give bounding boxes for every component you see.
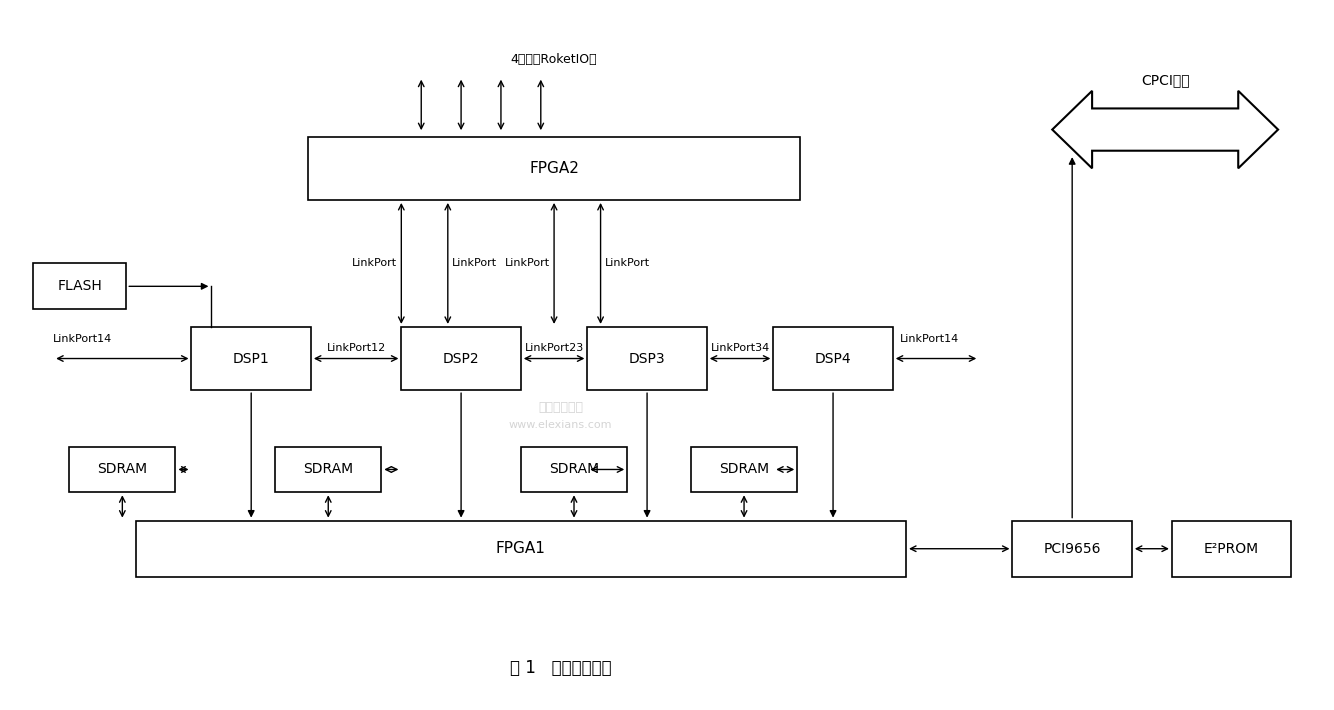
FancyBboxPatch shape xyxy=(587,327,707,391)
FancyBboxPatch shape xyxy=(1171,520,1291,577)
Text: DSP3: DSP3 xyxy=(628,351,666,366)
Text: LinkPort: LinkPort xyxy=(352,258,398,268)
Text: FPGA2: FPGA2 xyxy=(530,161,579,176)
Text: SDRAM: SDRAM xyxy=(303,462,354,476)
Text: DSP1: DSP1 xyxy=(233,351,269,366)
FancyBboxPatch shape xyxy=(33,263,127,310)
FancyBboxPatch shape xyxy=(402,327,520,391)
Text: DSP2: DSP2 xyxy=(443,351,479,366)
FancyBboxPatch shape xyxy=(691,447,798,492)
FancyBboxPatch shape xyxy=(1013,520,1133,577)
Text: LinkPort23: LinkPort23 xyxy=(524,343,584,353)
Text: LinkPort: LinkPort xyxy=(452,258,498,268)
Text: LinkPort34: LinkPort34 xyxy=(711,343,770,353)
Text: PCI9656: PCI9656 xyxy=(1043,542,1101,556)
FancyBboxPatch shape xyxy=(520,447,627,492)
Text: FLASH: FLASH xyxy=(57,279,103,293)
FancyBboxPatch shape xyxy=(69,447,176,492)
Text: LinkPort12: LinkPort12 xyxy=(327,343,386,353)
Text: www.elexians.com: www.elexians.com xyxy=(510,420,612,430)
Text: LinkPort14: LinkPort14 xyxy=(53,334,112,344)
Text: SDRAM: SDRAM xyxy=(719,462,770,476)
Text: LinkPort: LinkPort xyxy=(506,258,550,268)
Text: SDRAM: SDRAM xyxy=(550,462,599,476)
Text: FPGA1: FPGA1 xyxy=(496,541,546,556)
FancyBboxPatch shape xyxy=(136,520,906,577)
FancyBboxPatch shape xyxy=(191,327,311,391)
Text: 图 1   系统整体结构: 图 1 系统整体结构 xyxy=(510,660,611,677)
Text: DSP4: DSP4 xyxy=(815,351,851,366)
Text: LinkPort: LinkPort xyxy=(604,258,650,268)
FancyBboxPatch shape xyxy=(774,327,892,391)
Text: 4路双工RoketIO口: 4路双工RoketIO口 xyxy=(511,53,598,66)
Polygon shape xyxy=(1053,91,1278,168)
Text: 电子发烧友网: 电子发烧友网 xyxy=(538,401,583,415)
Text: LinkPort14: LinkPort14 xyxy=(899,334,959,344)
FancyBboxPatch shape xyxy=(308,136,800,200)
Text: E²PROM: E²PROM xyxy=(1205,542,1259,556)
FancyBboxPatch shape xyxy=(275,447,382,492)
Text: CPCI总线: CPCI总线 xyxy=(1141,73,1190,87)
Text: SDRAM: SDRAM xyxy=(97,462,147,476)
